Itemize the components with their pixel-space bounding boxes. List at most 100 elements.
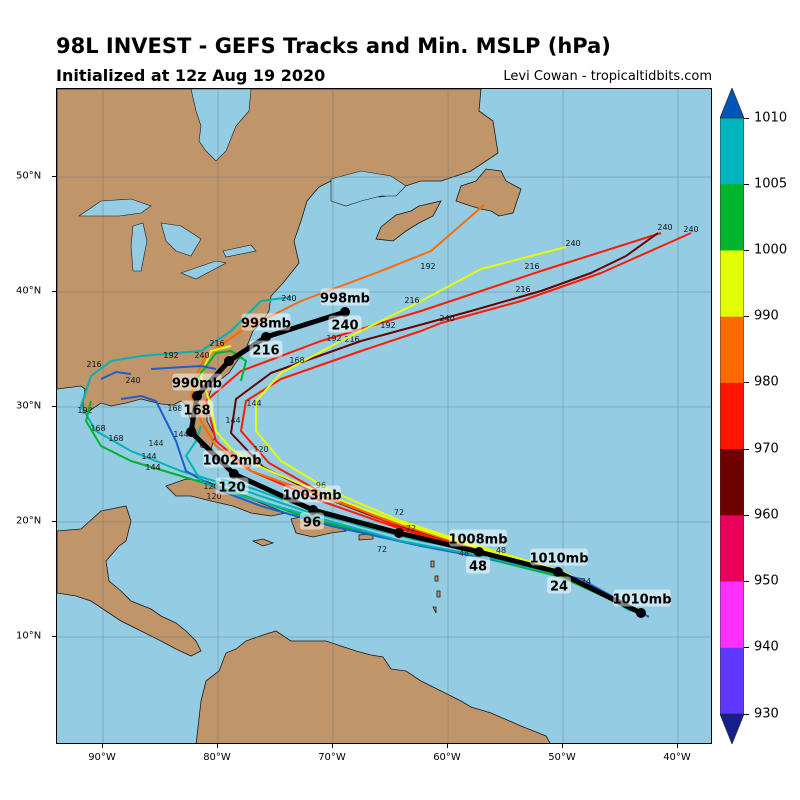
member-track-5: [201, 346, 641, 613]
tick-mark: [562, 744, 563, 748]
colorbar-segment: [720, 317, 744, 384]
tick-mark: [744, 581, 749, 582]
colorbar-arrow-top: [720, 88, 744, 118]
colorbar-segment: [720, 383, 744, 450]
member-hour-label: 72: [394, 508, 404, 517]
tick-mark: [744, 449, 749, 450]
latitude-tick-label: 10°N: [16, 631, 41, 642]
member-hour-label: 216: [524, 262, 539, 271]
member-hour-label: 144: [246, 399, 261, 408]
colorbar-arrow-bottom: [720, 714, 744, 744]
member-hour-label: 144: [225, 416, 240, 425]
longitude-tick-label: 60°W: [433, 752, 461, 763]
tick-mark: [52, 521, 56, 522]
tick-mark: [744, 515, 749, 516]
member-hour-label: 192: [380, 321, 395, 330]
colorbar-segment: [720, 449, 744, 516]
member-hour-label: 216: [86, 360, 101, 369]
forecast-hour-label: 24: [550, 580, 568, 595]
mslp-colorbar: [720, 88, 744, 744]
tick-mark: [332, 744, 333, 748]
member-hour-label: 216: [515, 285, 530, 294]
member-hour-label: 216: [404, 296, 419, 305]
tick-mark: [744, 647, 749, 648]
colorbar-tick-label: 950: [754, 574, 779, 589]
colorbar-tick-label: 990: [754, 309, 779, 324]
member-hour-label: 168: [167, 404, 182, 413]
member-hour-label: 192: [163, 351, 178, 360]
forecast-hour-label: 216: [252, 344, 279, 359]
longitude-tick-label: 70°W: [318, 752, 346, 763]
newfoundland-land: [456, 169, 521, 216]
tick-mark: [677, 744, 678, 748]
latitude-tick-label: 50°N: [16, 171, 41, 182]
forecast-hour-label: 168: [183, 404, 210, 419]
member-hour-label: 144: [145, 463, 160, 472]
tick-mark: [52, 176, 56, 177]
mslp-label: 1010mb: [612, 593, 671, 608]
south-america-land: [196, 631, 551, 744]
credit-label: Levi Cowan - tropicaltidbits.com: [503, 69, 712, 84]
init-time-subtitle: Initialized at 12z Aug 19 2020: [56, 66, 325, 85]
tick-mark: [744, 184, 749, 185]
colorbar-tick-label: 1005: [754, 177, 787, 192]
tick-mark: [52, 636, 56, 637]
mslp-label: 1008mb: [448, 533, 507, 548]
map-canvas: 240 216 192 240 216 240 240 216 216 192 240 216 192 1…: [57, 89, 712, 744]
jamaica-land: [253, 539, 273, 546]
colorbar-segment: [720, 184, 744, 251]
colorbar-segment: [720, 250, 744, 317]
member-hour-label: 72: [377, 545, 387, 554]
latitude-tick-label: 20°N: [16, 516, 41, 527]
forecast-hour-label: 48: [469, 560, 487, 575]
mean-track-point: [636, 608, 646, 618]
tick-mark: [744, 382, 749, 383]
land-layer: [57, 89, 551, 744]
member-hour-label: 240: [125, 376, 140, 385]
colorbar-tick-label: 970: [754, 442, 779, 457]
colorbar-segment: [720, 648, 744, 715]
colorbar-tick-label: 930: [754, 707, 779, 722]
longitude-tick-label: 40°W: [663, 752, 691, 763]
mslp-label: 1003mb: [282, 489, 341, 504]
mslp-label: 1010mb: [529, 552, 588, 567]
tick-mark: [744, 118, 749, 119]
nova-scotia-land: [376, 201, 441, 241]
forecast-hour-label: 120: [218, 481, 245, 496]
tick-mark: [217, 744, 218, 748]
member-hour-label: 144: [141, 452, 156, 461]
central-america-land: [57, 506, 201, 656]
member-hour-label: 240: [439, 314, 454, 323]
longitude-tick-label: 80°W: [203, 752, 231, 763]
longitude-tick-label: 90°W: [88, 752, 116, 763]
member-hour-label: 168: [289, 356, 304, 365]
tick-mark: [52, 291, 56, 292]
mean-track-point: [192, 391, 202, 401]
member-hour-label: 240: [194, 351, 209, 360]
member-hour-label: 72: [406, 524, 416, 533]
tick-mark: [744, 714, 749, 715]
track-map: 240 216 192 240 216 240 240 216 216 192 240 216 192 1…: [56, 88, 712, 744]
forecast-hour-label: 240: [331, 319, 358, 334]
latitude-tick-label: 40°N: [16, 286, 41, 297]
member-hour-label: 240: [683, 225, 698, 234]
mean-track-point: [474, 547, 484, 557]
member-hour-label: 168: [108, 434, 123, 443]
mslp-label: 1002mb: [202, 454, 261, 469]
colorbar-segment: [720, 118, 744, 185]
chart-title: 98L INVEST - GEFS Tracks and Min. MSLP (…: [56, 34, 611, 58]
mean-track-point: [394, 528, 404, 538]
mslp-label: 990mb: [172, 377, 222, 392]
member-hour-label: 240: [657, 223, 672, 232]
mean-track-point: [553, 567, 563, 577]
colorbar-tick-label: 960: [754, 508, 779, 523]
tick-mark: [744, 250, 749, 251]
latitude-tick-label: 30°N: [16, 401, 41, 412]
longitude-tick-label: 50°W: [548, 752, 576, 763]
member-hour-label: 240: [565, 239, 580, 248]
member-hour-label: 192: [420, 262, 435, 271]
tick-mark: [744, 316, 749, 317]
colorbar-tick-label: 1010: [754, 111, 787, 126]
member-hour-label: 240: [281, 294, 296, 303]
lesser-antilles-land: [431, 561, 440, 613]
